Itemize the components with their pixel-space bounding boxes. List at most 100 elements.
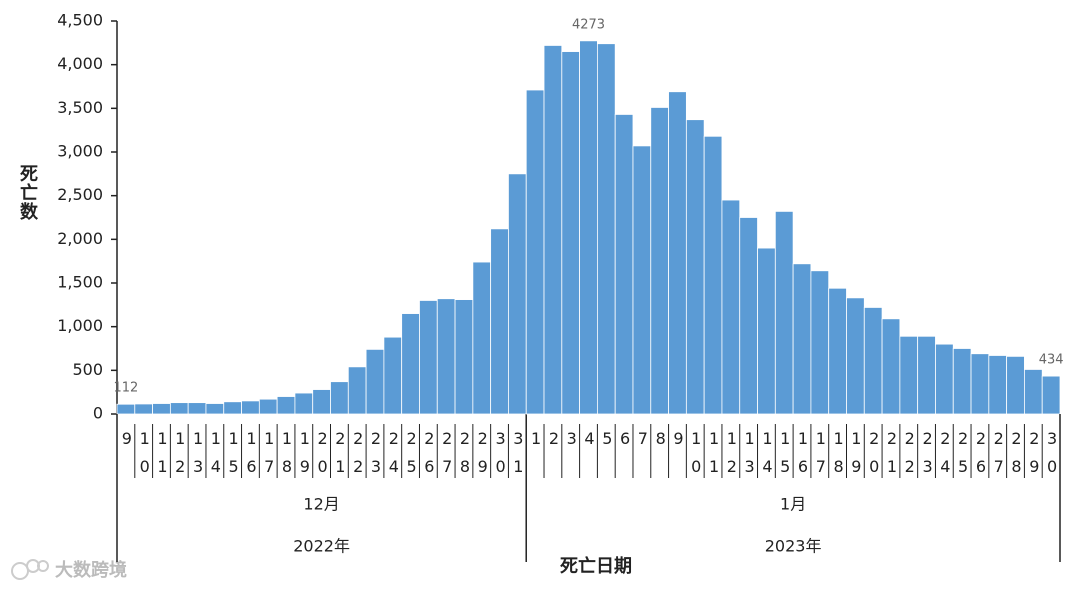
x-tick-label: 28 bbox=[455, 429, 474, 485]
bar bbox=[116, 403, 136, 415]
x-tick-label: 29 bbox=[473, 429, 492, 485]
x-tick-label: 4 bbox=[580, 429, 599, 457]
bar bbox=[899, 335, 919, 415]
bar bbox=[703, 135, 723, 415]
x-tick-label: 15 bbox=[776, 429, 795, 485]
x-tick-label: 2 bbox=[544, 429, 563, 457]
bar bbox=[970, 353, 990, 415]
bar bbox=[330, 381, 349, 415]
year-label: 2023年 bbox=[765, 537, 822, 556]
bar bbox=[828, 287, 847, 415]
bar bbox=[472, 261, 492, 415]
x-tick-label: 11 bbox=[705, 429, 724, 485]
x-tick-label: 13 bbox=[740, 429, 759, 485]
bar bbox=[365, 348, 385, 415]
bar bbox=[454, 299, 474, 415]
x-tick-label: 21 bbox=[331, 429, 350, 485]
y-tick-label: 1,500 bbox=[57, 273, 103, 292]
x-tick-label: 31 bbox=[509, 429, 528, 485]
x-tick-label: 19 bbox=[295, 429, 314, 485]
x-tick-label: 23 bbox=[366, 429, 385, 485]
x-tick-label: 10 bbox=[135, 429, 154, 485]
y-tick-label: 4,000 bbox=[57, 54, 103, 73]
y-tick-label: 3,500 bbox=[57, 98, 103, 117]
x-tick-label: 17 bbox=[260, 429, 279, 485]
x-tick-label: 29 bbox=[1025, 429, 1044, 485]
bar bbox=[810, 270, 830, 415]
data-label: 4273 bbox=[572, 17, 605, 32]
y-tick-label: 3,000 bbox=[57, 142, 103, 161]
x-tick-label: 6 bbox=[616, 429, 635, 457]
bar bbox=[205, 403, 225, 415]
bar bbox=[881, 318, 901, 415]
bar bbox=[383, 336, 403, 415]
bar bbox=[152, 403, 171, 415]
x-tick-label: 16 bbox=[794, 429, 813, 485]
bar bbox=[632, 145, 652, 415]
y-axis-title: 死亡数 bbox=[17, 164, 38, 221]
x-tick-label: 20 bbox=[865, 429, 884, 485]
bar bbox=[561, 51, 581, 415]
x-tick-label: 14 bbox=[758, 429, 777, 485]
data-label: 112 bbox=[113, 381, 138, 396]
x-tick-label: 21 bbox=[882, 429, 901, 485]
x-tick-label: 27 bbox=[989, 429, 1008, 485]
bar bbox=[774, 210, 794, 415]
bar bbox=[401, 313, 420, 415]
bar bbox=[952, 348, 972, 415]
x-tick-label: 11 bbox=[153, 429, 172, 485]
x-tick-label: 12 bbox=[722, 429, 741, 485]
bar bbox=[792, 263, 812, 415]
bar bbox=[294, 392, 314, 415]
bar bbox=[614, 114, 634, 415]
bar bbox=[757, 247, 776, 415]
y-tick-label: 500 bbox=[72, 360, 103, 379]
x-tick-label: 18 bbox=[829, 429, 848, 485]
bar bbox=[436, 298, 456, 415]
watermark: 大数跨境 bbox=[55, 559, 127, 581]
bar bbox=[419, 300, 438, 415]
x-tick-label: 22 bbox=[349, 429, 368, 485]
bar bbox=[312, 389, 331, 415]
y-tick-label: 2,500 bbox=[57, 185, 103, 204]
x-tick-label: 18 bbox=[278, 429, 297, 485]
bar bbox=[1006, 355, 1025, 415]
x-tick-label: 27 bbox=[438, 429, 457, 485]
x-tick-label: 25 bbox=[954, 429, 973, 485]
x-tick-label: 8 bbox=[651, 429, 670, 457]
x-tick-label: 24 bbox=[936, 429, 955, 485]
x-tick-label: 1 bbox=[527, 429, 546, 457]
month-label: 12月 bbox=[303, 495, 339, 514]
bar bbox=[917, 335, 936, 415]
x-tick-label: 26 bbox=[971, 429, 990, 485]
month-label: 1月 bbox=[780, 495, 806, 514]
bar bbox=[187, 402, 207, 415]
bar bbox=[525, 89, 545, 415]
bar bbox=[846, 297, 865, 415]
bar bbox=[258, 398, 278, 415]
x-tick-label: 10 bbox=[687, 429, 706, 485]
bar bbox=[596, 43, 616, 415]
bar bbox=[134, 403, 153, 415]
x-tick-label: 20 bbox=[313, 429, 332, 485]
bar bbox=[739, 217, 758, 415]
data-label: 434 bbox=[1039, 353, 1064, 368]
bar bbox=[543, 45, 563, 415]
x-tick-label: 24 bbox=[384, 429, 403, 485]
y-tick-label: 0 bbox=[93, 404, 103, 423]
bar bbox=[241, 400, 260, 415]
x-tick-label: 13 bbox=[189, 429, 208, 485]
x-tick-label: 9 bbox=[669, 429, 688, 457]
x-tick-label: 30 bbox=[491, 429, 510, 485]
x-tick-label: 12 bbox=[171, 429, 190, 485]
bar bbox=[490, 228, 509, 415]
bar bbox=[863, 307, 883, 415]
x-tick-label: 3 bbox=[562, 429, 581, 457]
x-tick-label: 25 bbox=[402, 429, 421, 485]
y-tick-label: 4,500 bbox=[57, 11, 103, 30]
x-tick-label: 22 bbox=[900, 429, 919, 485]
x-tick-label: 15 bbox=[224, 429, 243, 485]
bar bbox=[650, 107, 669, 415]
bar bbox=[1041, 375, 1061, 415]
x-tick-label: 19 bbox=[847, 429, 866, 485]
